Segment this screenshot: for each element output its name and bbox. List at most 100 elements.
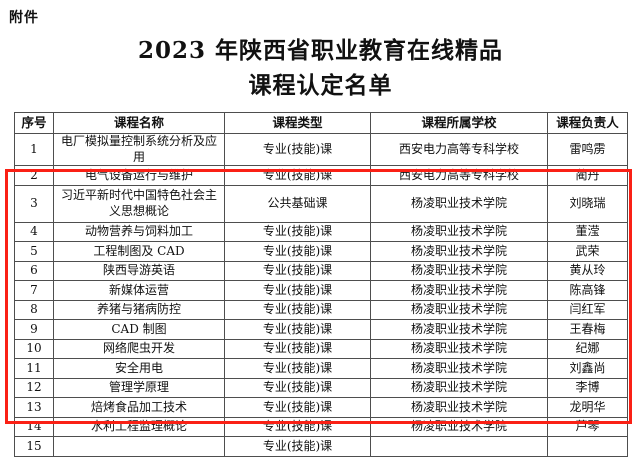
table-row: 7 新媒体运营 专业(技能)课 杨凌职业技术学院 陈高锋 [14, 280, 628, 301]
cell-name: 管理学原理 [53, 377, 225, 399]
attachment-label: 附件 [9, 10, 39, 26]
header-cell-school: 课程所属学校 [370, 112, 548, 134]
cell-seq: 9 [14, 319, 54, 340]
cell-leader: 闫红军 [547, 299, 628, 321]
cell-name: 习近平新时代中国特色社会主义思想概论 [53, 184, 225, 223]
cell-school: 杨凌职业技术学院 [370, 299, 548, 321]
cell-name [53, 436, 225, 457]
table-header-row: 序号 课程名称 课程类型 课程所属学校 课程负责人 [14, 112, 628, 134]
cell-type: 专业(技能)课 [224, 358, 371, 379]
cell-school: 杨凌职业技术学院 [370, 260, 548, 282]
cell-name: 电厂模拟量控制系统分析及应用 [53, 132, 225, 167]
table-row: 14 水利工程监理概论 专业(技能)课 杨凌职业技术学院 芦琴 [14, 416, 628, 438]
cell-seq: 5 [14, 241, 54, 262]
cell-leader: 纪娜 [547, 338, 628, 360]
cell-seq: 12 [14, 377, 54, 399]
cell-leader: 黄从玲 [547, 260, 628, 282]
cell-type: 专业(技能)课 [224, 319, 371, 340]
cell-leader: 董滢 [547, 221, 628, 243]
cell-type: 专业(技能)课 [224, 280, 371, 301]
course-table: 序号 课程名称 课程类型 课程所属学校 课程负责人 1 电厂模拟量控制系统分析及… [14, 112, 628, 457]
cell-school [370, 436, 548, 457]
cell-name: 网络爬虫开发 [53, 338, 225, 360]
cell-leader: 王春梅 [547, 319, 628, 340]
cell-seq: 14 [14, 416, 54, 438]
cell-seq: 15 [14, 436, 54, 457]
cell-school: 杨凌职业技术学院 [370, 397, 548, 418]
cell-school: 杨凌职业技术学院 [370, 319, 548, 340]
cell-school: 杨凌职业技术学院 [370, 416, 548, 438]
cell-type: 公共基础课 [224, 184, 371, 223]
cell-seq: 6 [14, 260, 54, 282]
cell-school: 西安电力高等专科学校 [370, 165, 548, 186]
cell-leader: 雷鸣雳 [547, 132, 628, 167]
cell-leader: 陈高锋 [547, 280, 628, 301]
header-cell-leader: 课程负责人 [547, 112, 628, 134]
cell-seq: 8 [14, 299, 54, 321]
cell-leader [547, 436, 628, 457]
cell-school: 杨凌职业技术学院 [370, 184, 548, 223]
cell-name: 电气设备运行与维护 [53, 165, 225, 186]
header-cell-name: 课程名称 [53, 112, 225, 134]
cell-type: 专业(技能)课 [224, 416, 371, 438]
table-row: 6 陕西导游英语 专业(技能)课 杨凌职业技术学院 黄从玲 [14, 260, 628, 282]
cell-name: 陕西导游英语 [53, 260, 225, 282]
cell-leader: 刘鑫尚 [547, 358, 628, 379]
cell-name: CAD 制图 [53, 319, 225, 340]
cell-type: 专业(技能)课 [224, 338, 371, 360]
document-page: { "page": { "attachment_label": "附件", "t… [0, 10, 641, 457]
table-row: 1 电厂模拟量控制系统分析及应用 专业(技能)课 西安电力高等专科学校 雷鸣雳 [14, 132, 628, 167]
document-title-line1: 2023 年陕西省职业教育在线精品 [137, 37, 504, 64]
cell-school: 杨凌职业技术学院 [370, 377, 548, 399]
cell-type: 专业(技能)课 [224, 260, 371, 282]
cell-type: 专业(技能)课 [224, 241, 371, 262]
cell-leader: 武荣 [547, 241, 628, 262]
table-row: 11 安全用电 专业(技能)课 杨凌职业技术学院 刘鑫尚 [14, 358, 628, 379]
cell-leader: 刘晓瑞 [547, 184, 628, 223]
document-title: 2023 年陕西省职业教育在线精品 课程认定名单 [0, 33, 641, 103]
cell-name: 焙烤食品加工技术 [53, 397, 225, 418]
table-row: 4 动物营养与饲料加工 专业(技能)课 杨凌职业技术学院 董滢 [14, 221, 628, 243]
cell-type: 专业(技能)课 [224, 436, 371, 457]
header-cell-seq: 序号 [14, 112, 54, 134]
table-row: 13 焙烤食品加工技术 专业(技能)课 杨凌职业技术学院 龙明华 [14, 397, 628, 418]
cell-name: 养猪与猪病防控 [53, 299, 225, 321]
cell-seq: 11 [14, 358, 54, 379]
header-cell-type: 课程类型 [224, 112, 371, 134]
cell-school: 杨凌职业技术学院 [370, 338, 548, 360]
cell-school: 杨凌职业技术学院 [370, 221, 548, 243]
table-row: 10 网络爬虫开发 专业(技能)课 杨凌职业技术学院 纪娜 [14, 338, 628, 360]
cell-seq: 2 [14, 165, 54, 186]
cell-type: 专业(技能)课 [224, 165, 371, 186]
cell-leader: 李博 [547, 377, 628, 399]
cell-type: 专业(技能)课 [224, 221, 371, 243]
table-row: 8 养猪与猪病防控 专业(技能)课 杨凌职业技术学院 闫红军 [14, 299, 628, 321]
cell-leader: 芦琴 [547, 416, 628, 438]
cell-type: 专业(技能)课 [224, 377, 371, 399]
document-title-line2: 课程认定名单 [248, 72, 393, 99]
cell-school: 杨凌职业技术学院 [370, 241, 548, 262]
cell-seq: 4 [14, 221, 54, 243]
cell-type: 专业(技能)课 [224, 299, 371, 321]
cell-seq: 13 [14, 397, 54, 418]
cell-seq: 1 [14, 132, 54, 167]
cell-name: 新媒体运营 [53, 280, 225, 301]
table-row: 12 管理学原理 专业(技能)课 杨凌职业技术学院 李博 [14, 377, 628, 399]
table-row: 15 专业(技能)课 [14, 436, 628, 457]
cell-name: 安全用电 [53, 358, 225, 379]
cell-seq: 10 [14, 338, 54, 360]
cell-name: 水利工程监理概论 [53, 416, 225, 438]
cell-name: 工程制图及 CAD [53, 241, 225, 262]
cell-school: 杨凌职业技术学院 [370, 280, 548, 301]
cell-name: 动物营养与饲料加工 [53, 221, 225, 243]
cell-seq: 3 [14, 184, 54, 223]
cell-leader: 蔺丹 [547, 165, 628, 186]
cell-school: 西安电力高等专科学校 [370, 132, 548, 167]
cell-seq: 7 [14, 280, 54, 301]
table-row: 5 工程制图及 CAD 专业(技能)课 杨凌职业技术学院 武荣 [14, 241, 628, 262]
cell-type: 专业(技能)课 [224, 132, 371, 167]
table-row: 9 CAD 制图 专业(技能)课 杨凌职业技术学院 王春梅 [14, 319, 628, 340]
table-row: 3 习近平新时代中国特色社会主义思想概论 公共基础课 杨凌职业技术学院 刘晓瑞 [14, 184, 628, 223]
table-row: 2 电气设备运行与维护 专业(技能)课 西安电力高等专科学校 蔺丹 [14, 165, 628, 186]
cell-type: 专业(技能)课 [224, 397, 371, 418]
